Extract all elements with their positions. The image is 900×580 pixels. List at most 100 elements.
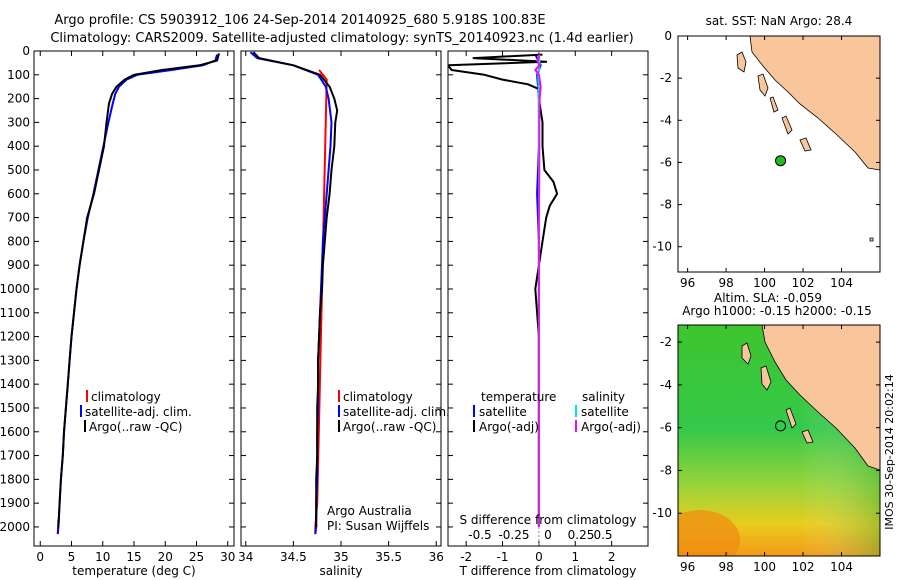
temperature-legend: climatology satellite-adj. clim. Argo(..… [80, 390, 192, 434]
y-tick-label: 1700 [0, 449, 30, 463]
sla-map-frame [677, 324, 881, 557]
x-tick-label: 0 [535, 550, 543, 564]
series-argo-raw-qc-line [57, 53, 220, 528]
map-x-tick-label: 98 [718, 560, 733, 574]
map-x-tick-label: 96 [680, 560, 695, 574]
island-pagai [801, 429, 814, 444]
legend-climatology-label: climatology [91, 390, 161, 404]
argo-float-marker [775, 420, 787, 432]
annotation-argo-australia: Argo Australia [327, 504, 412, 518]
map-y-tick-label: -8 [660, 198, 672, 212]
temperature-x-label: temperature (deg C) [72, 564, 195, 578]
sst-map-frame [677, 35, 881, 273]
sst-map-title: sat. SST: NaN Argo: 28.4 [706, 14, 853, 28]
y-tick-label: 1500 [0, 401, 30, 415]
island-nias [760, 365, 772, 391]
map-y-tick-label: 0 [664, 29, 672, 43]
map-y-tick-label: -2 [660, 71, 672, 85]
map-y-tick-label: -6 [660, 421, 672, 435]
y-tick-label: 800 [7, 234, 30, 248]
island-pagai [799, 137, 812, 152]
x-tick-label: -1 [497, 550, 509, 564]
figure-title-line2: Climatology: CARS2009. Satellite-adjuste… [50, 31, 633, 46]
x-tick-label: 10 [95, 550, 110, 564]
x-tick-label: 1 [571, 550, 579, 564]
y-tick-label: 1600 [0, 425, 30, 439]
y-tick-label: 1800 [0, 472, 30, 486]
difference-axes-box [447, 50, 649, 547]
map-x-tick-label: 104 [830, 276, 853, 290]
y-tick-label: 1300 [0, 353, 30, 367]
sumatra-land [749, 36, 880, 171]
map-y-tick-label: -4 [660, 378, 672, 392]
map-x-tick-label: 98 [718, 276, 733, 290]
salinity-legend: climatology satellite-adj. clim. Argo(..… [338, 390, 450, 434]
legend-satellite-label: satellite-adj. clim. [343, 405, 450, 419]
figure-title-line1: Argo profile: CS 5903912_106 24-Sep-2014… [54, 13, 545, 28]
map-y-tick-label: -2 [660, 335, 672, 349]
island-siberut [781, 115, 793, 135]
legend-temperature-header: temperature [481, 390, 556, 404]
temperature-axes-box [33, 50, 235, 547]
x-tick-label: 36 [429, 550, 444, 564]
y-tick-label: 1000 [0, 282, 30, 296]
sumatra-land [761, 325, 880, 471]
y-tick-label: 400 [7, 139, 30, 153]
y-tick-label: 1900 [0, 496, 30, 510]
argo-float-marker [775, 155, 787, 167]
imos-timestamp: IMOS 30-Sep-2014 20:02:14 [883, 374, 896, 529]
difference-top-label: S difference from climatology [460, 513, 637, 527]
x-tick-label: 34.5 [280, 550, 307, 564]
map-x-tick-label: 104 [830, 560, 853, 574]
x-tick-label: 2 [608, 550, 616, 564]
legend-argo-label: Argo(..raw -QC) [343, 420, 436, 434]
x-tick-label: 0 [36, 550, 44, 564]
y-tick-label: 900 [7, 258, 30, 272]
y-tick-label: 1100 [0, 306, 30, 320]
map-y-tick-label: -6 [660, 155, 672, 169]
difference-legend: temperature salinity satellite Argo(-adj… [473, 390, 641, 434]
x-tick-label: 5 [68, 550, 76, 564]
island-siberut [785, 407, 797, 429]
map-x-tick-label: 96 [680, 276, 695, 290]
difference-x-label: T difference from climatology [459, 564, 637, 578]
y-tick-label: 600 [7, 187, 30, 201]
salinity-x-label: salinity [319, 564, 362, 578]
difference-panel: -2 -1 0 1 2 T difference from climatology S … [447, 50, 649, 578]
x-tick-label: 35.5 [375, 550, 402, 564]
legend-s-satellite-label: satellite [581, 405, 629, 419]
island-simeulue [741, 342, 752, 365]
map-y-tick-label: -10 [652, 506, 672, 520]
y-tick-label: 100 [7, 68, 30, 82]
salinity-axes-box [240, 50, 442, 547]
sst-map-panel: sat. SST: NaN Argo: 28.4 96 98 100 102 104 0… [652, 14, 881, 290]
annotation-pi-name: PI: Susan Wijffels [327, 519, 429, 533]
x-tick-label: -2 [460, 550, 472, 564]
x-tick-label: 30 [220, 550, 235, 564]
x-tick-label: 35 [333, 550, 348, 564]
map-y-tick-label: -4 [660, 113, 672, 127]
sla-map-title-line2: Argo h1000: -0.15 h2000: -0.15 [682, 304, 872, 318]
legend-argo-label: Argo(..raw -QC) [89, 420, 182, 434]
island-nias [757, 73, 769, 97]
legend-salinity-header: salinity [582, 390, 625, 404]
salinity-panel: 34 34.5 35 35.5 36 salinity climatology sate… [238, 50, 450, 578]
legend-s-argo-label: Argo(-adj) [581, 420, 641, 434]
y-tick-label: 2000 [0, 520, 30, 534]
sla-high-anomaly [678, 510, 740, 556]
temperature-panel: 0100200300400500600700800900100011001200… [0, 44, 235, 578]
top-tick-label: -0.25 [498, 528, 529, 542]
legend-satellite-label: satellite-adj. clim. [85, 405, 192, 419]
legend-t-argo-label: Argo(-adj) [479, 420, 539, 434]
map-y-tick-label: -10 [652, 240, 672, 254]
islet [869, 237, 874, 242]
top-tick-label: -0.5 [468, 528, 491, 542]
map-x-tick-label: 102 [792, 560, 815, 574]
top-tick-label: 0.25 [568, 528, 595, 542]
y-tick-label: 500 [7, 163, 30, 177]
map-x-tick-label: 100 [753, 560, 776, 574]
y-tick-label: 700 [7, 211, 30, 225]
y-tick-label: 200 [7, 92, 30, 106]
difference-top-ticks: -0.5 -0.25 0 0.25 0.5 [468, 528, 612, 542]
y-tick-label: 300 [7, 115, 30, 129]
